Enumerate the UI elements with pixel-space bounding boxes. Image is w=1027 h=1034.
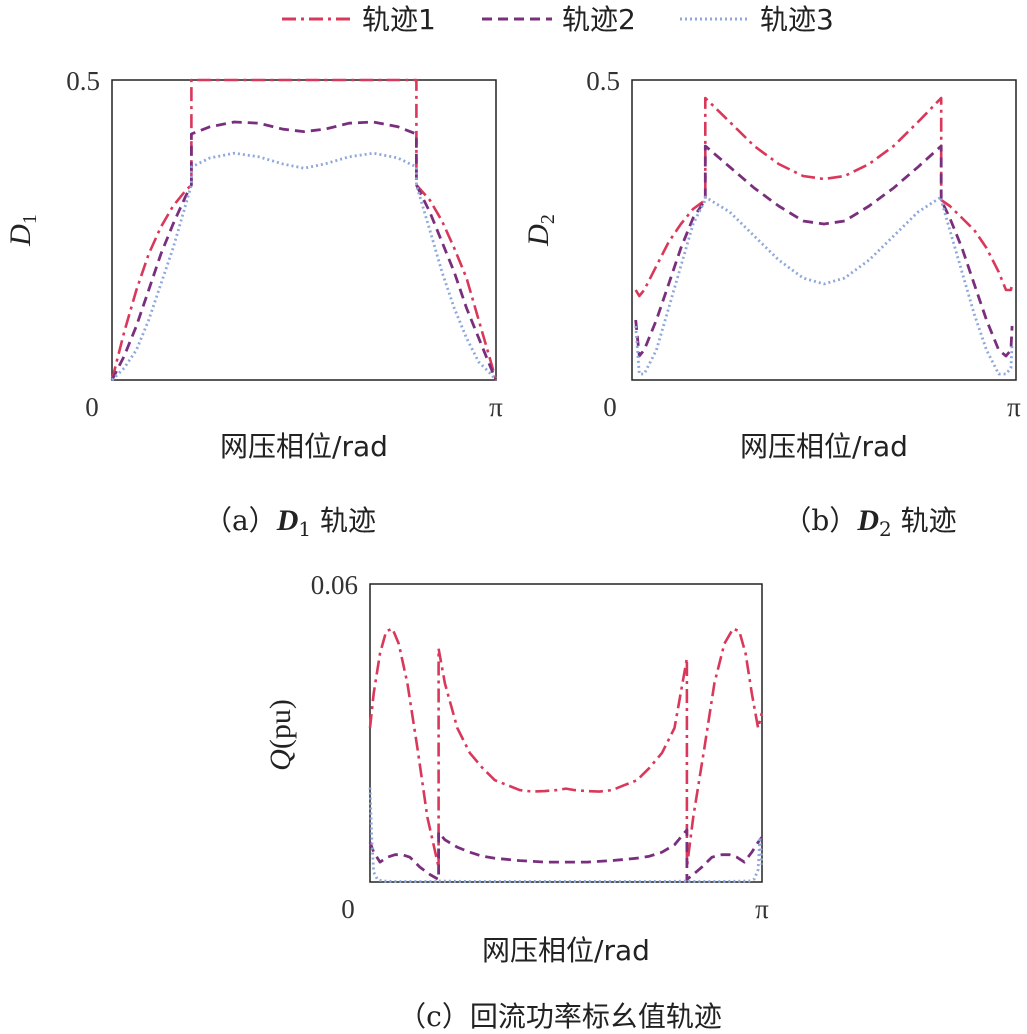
panel-a-xlabel: 网压相位/rad <box>220 430 388 463</box>
panel-b: 0.5 0 π 网压相位/rad D2 （b）D2 轨迹 <box>522 66 1021 541</box>
panel-b-xtick-end: π <box>1007 392 1021 422</box>
panel-c-xlabel: 网压相位/rad <box>482 934 650 967</box>
panel-a: 0.5 0 π 网压相位/rad D1 （a）D1 轨迹 <box>4 66 503 541</box>
panel-a-ytick-top: 0.5 <box>66 66 100 96</box>
panel-b-xtick-start: 0 <box>603 392 617 422</box>
legend-label-s3: 轨迹3 <box>760 3 834 36</box>
panel-c-caption: （c）回流功率标幺值轨迹 <box>398 1000 722 1033</box>
panel-b-series-2-line <box>634 144 1014 358</box>
panel-c-series-2-line <box>368 828 763 881</box>
panel-c: 0.06 0 π 网压相位/rad Q(pu) （c）回流功率标幺值轨迹 <box>264 570 769 1033</box>
panel-a-xtick-start: 0 <box>85 392 99 422</box>
panel-c-xtick-end: π <box>755 894 769 924</box>
panel-c-series-1-line <box>368 627 764 869</box>
legend-label-s2: 轨迹2 <box>562 3 636 36</box>
panel-a-series-2-line <box>110 120 498 381</box>
panel-b-ylabel: D2 <box>522 214 559 247</box>
panel-c-ytick-top: 0.06 <box>311 570 358 600</box>
panel-c-frame <box>369 583 763 883</box>
panel-b-xlabel: 网压相位/rad <box>740 430 908 463</box>
panel-c-xtick-start: 0 <box>341 894 355 924</box>
panel-a-frame <box>111 79 497 381</box>
panel-b-series-1-line <box>634 96 1014 298</box>
panel-a-ylabel: D1 <box>4 214 41 247</box>
legend: 轨迹1 轨迹2 轨迹3 <box>282 3 834 36</box>
panel-a-series-3-line <box>111 151 497 381</box>
panel-b-ytick-top: 0.5 <box>586 66 620 96</box>
panel-b-caption: （b）D2 轨迹 <box>783 504 956 541</box>
panel-c-ylabel: Q(pu) <box>264 699 297 771</box>
panel-a-caption: （a）D1 轨迹 <box>204 504 376 541</box>
panel-b-frame <box>631 79 1017 381</box>
legend-label-s1: 轨迹1 <box>362 3 436 36</box>
panel-b-series-3-line <box>634 195 1014 376</box>
panel-a-xtick-end: π <box>489 392 503 422</box>
panel-c-series-3-line <box>368 787 764 883</box>
panel-a-series-1-line <box>110 78 498 381</box>
